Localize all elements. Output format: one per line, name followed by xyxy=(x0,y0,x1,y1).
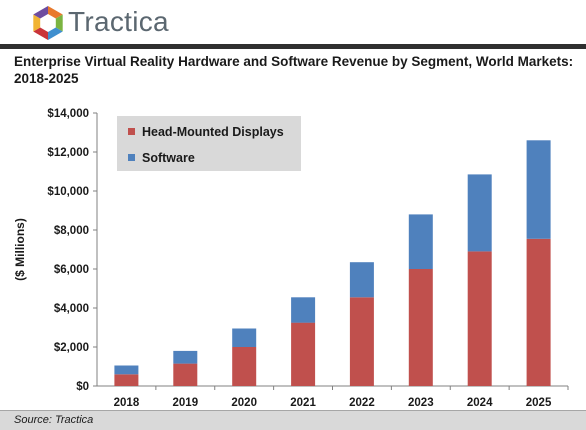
bar-software-2021 xyxy=(291,297,316,323)
y-axis-label: ($ Millions) xyxy=(13,218,27,281)
bar-software-2020 xyxy=(232,328,257,347)
x-tick-label: 2018 xyxy=(114,397,140,409)
y-tick-label: $10,000 xyxy=(47,186,89,198)
chart-title: Enterprise Virtual Reality Hardware and … xyxy=(14,54,574,86)
bar-software-2022 xyxy=(349,262,374,298)
bar-head-mounted-displays-2021 xyxy=(291,322,316,386)
legend-label: Software xyxy=(142,151,195,165)
x-tick-label: 2025 xyxy=(526,397,552,409)
x-tick-label: 2019 xyxy=(173,397,199,409)
header-rule xyxy=(0,44,586,49)
logo-segment xyxy=(55,14,63,32)
bar-head-mounted-displays-2018 xyxy=(114,374,139,386)
bar-software-2018 xyxy=(114,365,139,375)
source-note: Source: Tractica xyxy=(14,414,94,426)
legend-swatch xyxy=(128,128,135,135)
legend-label: Head-Mounted Displays xyxy=(142,125,284,139)
legend-box xyxy=(117,116,301,171)
x-tick-label: 2022 xyxy=(349,397,375,409)
bar-head-mounted-displays-2025 xyxy=(526,238,551,386)
bar-head-mounted-displays-2022 xyxy=(349,297,374,386)
tractica-logo-icon xyxy=(33,6,63,40)
y-tick-label: $12,000 xyxy=(47,147,89,159)
x-tick-label: 2020 xyxy=(231,397,257,409)
logo-segment xyxy=(33,14,41,32)
x-tick-label: 2023 xyxy=(408,397,434,409)
bar-head-mounted-displays-2024 xyxy=(467,251,492,386)
header: Tractica xyxy=(0,0,586,44)
bar-head-mounted-displays-2020 xyxy=(232,347,257,386)
y-tick-label: $8,000 xyxy=(54,225,89,237)
y-tick-label: $4,000 xyxy=(54,303,89,315)
brand-name: Tractica xyxy=(68,6,169,37)
source-bar: Source: Tractica xyxy=(0,410,586,430)
logo-segment xyxy=(33,6,48,19)
logo-segment xyxy=(33,27,48,40)
bar-software-2019 xyxy=(173,350,198,364)
bar-head-mounted-displays-2019 xyxy=(173,363,198,386)
bar-software-2025 xyxy=(526,140,551,239)
y-tick-label: $14,000 xyxy=(47,108,89,120)
legend-swatch xyxy=(128,154,135,161)
x-tick-label: 2021 xyxy=(290,397,316,409)
y-tick-label: $2,000 xyxy=(54,342,89,354)
logo-segment xyxy=(48,27,63,40)
y-tick-label: $6,000 xyxy=(54,264,89,276)
bar-software-2024 xyxy=(467,174,492,252)
x-tick-label: 2024 xyxy=(467,397,493,409)
legend: Head-Mounted Displays Software xyxy=(117,116,301,171)
y-tick-label: $0 xyxy=(76,381,89,393)
bar-head-mounted-displays-2023 xyxy=(408,269,433,386)
logo-segment xyxy=(48,6,63,19)
bar-software-2023 xyxy=(408,214,433,269)
